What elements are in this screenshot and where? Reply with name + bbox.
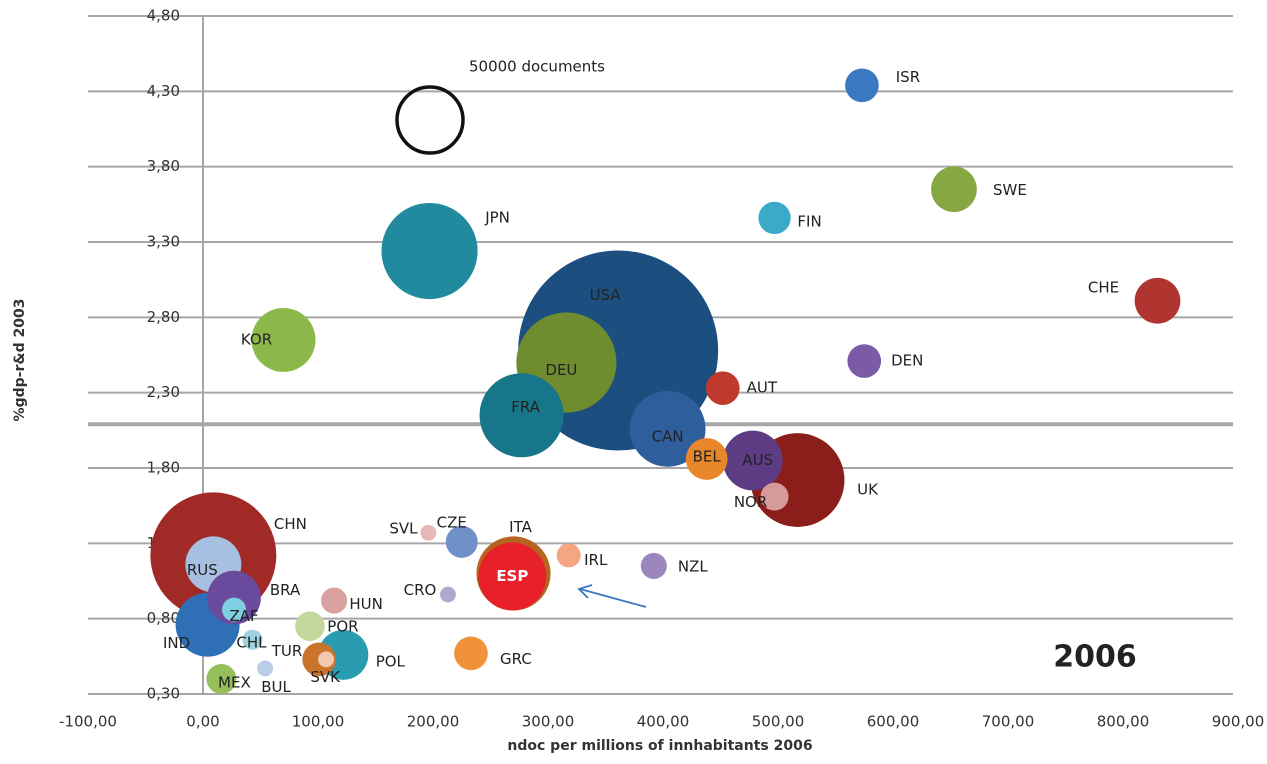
bubble-label: AUS [742, 451, 773, 469]
bubble-label: CZE [437, 513, 467, 531]
bubble-label: AUT [747, 379, 778, 397]
bubble [845, 68, 879, 103]
y-tick-label: 4,80 [147, 7, 180, 25]
y-tick-label: 3,80 [147, 157, 180, 175]
bubble [760, 482, 789, 511]
bubble-label: ITA [509, 518, 532, 536]
bubble-label: IND [163, 634, 190, 652]
bubble-label: KOR [241, 330, 272, 348]
bubble-label: SWE [993, 181, 1027, 199]
bubble [685, 438, 728, 480]
x-tick-label: 900,00 [1212, 713, 1265, 731]
x-tick-label: 400,00 [637, 713, 690, 731]
bubble [207, 570, 261, 625]
bubble-label: POR [327, 618, 358, 636]
bubble [478, 542, 547, 611]
bubble [242, 629, 263, 650]
bubble [445, 525, 478, 558]
x-tick-label: 500,00 [752, 713, 805, 731]
size-legend-label: 50000 documents [469, 58, 605, 76]
y-tick-label: 2,30 [147, 383, 180, 401]
x-tick-label: 0,00 [186, 713, 219, 731]
bubble-label: BEL [693, 447, 722, 465]
bubble-label: SVK [310, 668, 341, 686]
bubble [931, 166, 977, 213]
bubble [640, 552, 667, 579]
bubble-label: FIN [797, 212, 821, 230]
x-tick-label: 100,00 [292, 713, 345, 731]
bubble-label: CAN [652, 427, 684, 445]
arrow [577, 584, 647, 608]
bubble [420, 524, 437, 541]
bubble-label: ESP [496, 567, 528, 585]
x-tick-label: 300,00 [522, 713, 575, 731]
bubble [479, 373, 564, 458]
bubble [318, 651, 334, 668]
y-tick-label: 3,30 [147, 233, 180, 251]
x-axis-title: ndoc per millions of innhabitants 2006 [507, 738, 812, 754]
bubble-label: CHL [236, 633, 267, 651]
y-tick-label: 2,80 [147, 308, 180, 326]
y-tick-label: 0,80 [147, 609, 180, 627]
bubble [206, 663, 237, 694]
bubble-label: IRL [584, 551, 608, 569]
annotation: 2006 [1053, 640, 1137, 675]
bubble [722, 430, 783, 491]
bubble-label: NOR [734, 493, 767, 511]
bubble [257, 660, 274, 677]
bubble [381, 202, 478, 300]
bubble-label: ZAF [229, 607, 258, 625]
bubble-label: FRA [511, 398, 540, 416]
bubble [758, 201, 791, 235]
bubble-label: BUL [261, 678, 291, 696]
x-tick-label: 800,00 [1097, 713, 1150, 731]
y-tick-label: 4,30 [147, 82, 180, 100]
y-tick-label: 1,80 [147, 459, 180, 477]
bubble-label: JPN [484, 209, 510, 227]
bubble-label: CHE [1088, 278, 1119, 296]
bubble [705, 371, 740, 405]
bubble-label: POL [376, 652, 406, 670]
bubble-label: GRC [500, 650, 532, 668]
bubble-label: TUR [271, 642, 303, 660]
x-tick-label: -100,00 [59, 713, 117, 731]
bubble-label: USA [590, 286, 622, 304]
bubble-label: SVL [389, 519, 418, 537]
size-legend-bubble [395, 85, 465, 155]
x-tick-label: 200,00 [407, 713, 460, 731]
bubble-label: RUS [187, 561, 218, 579]
bubble-label: DEU [545, 361, 577, 379]
bubble [222, 597, 247, 622]
bubble-label: CHN [274, 515, 307, 533]
bubble [251, 307, 316, 372]
bubble [454, 636, 488, 671]
bubble [440, 586, 456, 603]
bubble-label: HUN [349, 595, 382, 613]
bubble [321, 587, 348, 614]
y-tick-label: 0,30 [147, 685, 180, 703]
x-tick-label: 700,00 [982, 713, 1035, 731]
bubble-label: BRA [270, 581, 301, 599]
bubble-label: MEX [218, 673, 251, 691]
bubble [295, 611, 325, 641]
bubble [556, 543, 581, 568]
bubble-label: NZL [678, 557, 708, 575]
bubble-label: CRO [404, 581, 437, 599]
bubble [629, 390, 706, 467]
bubble-label: UK [857, 481, 879, 499]
bubble [847, 344, 882, 378]
y-axis-title: %gdp-r&d 2003 [12, 299, 28, 422]
bubble-label: DEN [891, 352, 923, 370]
x-tick-label: 600,00 [867, 713, 920, 731]
bubble [1134, 277, 1181, 324]
bubble-label: ISR [896, 68, 920, 86]
